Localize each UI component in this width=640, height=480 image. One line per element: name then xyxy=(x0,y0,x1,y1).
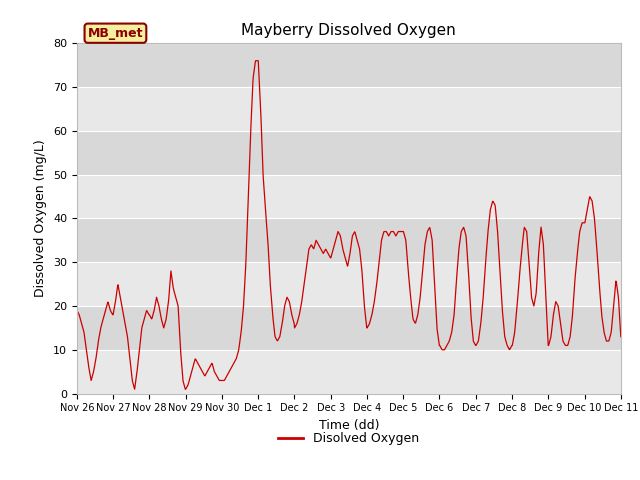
Legend: Disolved Oxygen: Disolved Oxygen xyxy=(273,427,424,450)
Bar xyxy=(77,218,621,262)
Bar xyxy=(77,175,621,218)
Text: MB_met: MB_met xyxy=(88,27,143,40)
Y-axis label: Dissolved Oxygen (mg/L): Dissolved Oxygen (mg/L) xyxy=(35,140,47,297)
Bar xyxy=(77,87,621,131)
X-axis label: Time (dd): Time (dd) xyxy=(319,419,379,432)
Bar xyxy=(77,350,621,394)
Bar xyxy=(77,306,621,350)
Bar xyxy=(77,262,621,306)
Bar xyxy=(77,43,621,87)
Title: Mayberry Dissolved Oxygen: Mayberry Dissolved Oxygen xyxy=(241,23,456,38)
Bar xyxy=(77,131,621,175)
